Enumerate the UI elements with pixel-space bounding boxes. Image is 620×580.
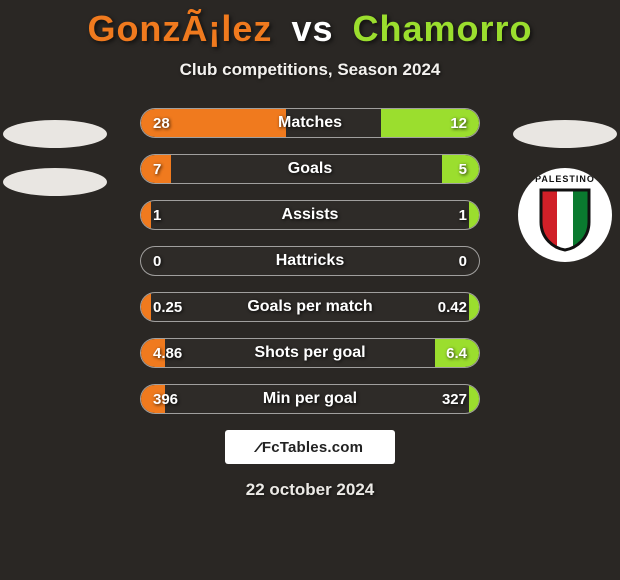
player1-club-placeholder [3,168,107,196]
stat-row: 00Hattricks [140,246,480,276]
stat-row: 0.250.42Goals per match [140,292,480,322]
player2-photo-placeholder [513,120,617,148]
comparison-title: GonzÃ¡lez vs Chamorro [0,0,620,50]
date-label: 22 october 2024 [0,480,620,500]
player2-club-crest: PALESTINO [518,168,612,262]
stat-label: Goals per match [141,293,479,321]
logo-text: FcTables.com [262,439,363,456]
player1-photo-placeholder [3,120,107,148]
right-side-column: PALESTINO [510,120,620,262]
stat-label: Assists [141,201,479,229]
shield-icon [538,188,592,252]
stats-container: 2812Matches 75Goals 11Assists 00Hattricks 0.… [140,108,480,414]
crest-text: PALESTINO [518,174,612,184]
stat-row: 396327Min per goal [140,384,480,414]
chart-icon: ⁄⁄⁄ [257,439,258,455]
stat-label: Matches [141,109,479,137]
stat-label: Goals [141,155,479,183]
subtitle: Club competitions, Season 2024 [0,60,620,80]
stat-row: 2812Matches [140,108,480,138]
stat-row: 75Goals [140,154,480,184]
vs-label: vs [283,8,341,49]
fctables-logo: ⁄⁄⁄ FcTables.com [225,430,395,464]
stat-row: 11Assists [140,200,480,230]
stat-row: 4.866.4Shots per goal [140,338,480,368]
stat-label: Shots per goal [141,339,479,367]
stat-label: Hattricks [141,247,479,275]
left-side-column [0,120,110,196]
stat-label: Min per goal [141,385,479,413]
player1-name: GonzÃ¡lez [87,8,272,49]
player2-name: Chamorro [353,8,533,49]
